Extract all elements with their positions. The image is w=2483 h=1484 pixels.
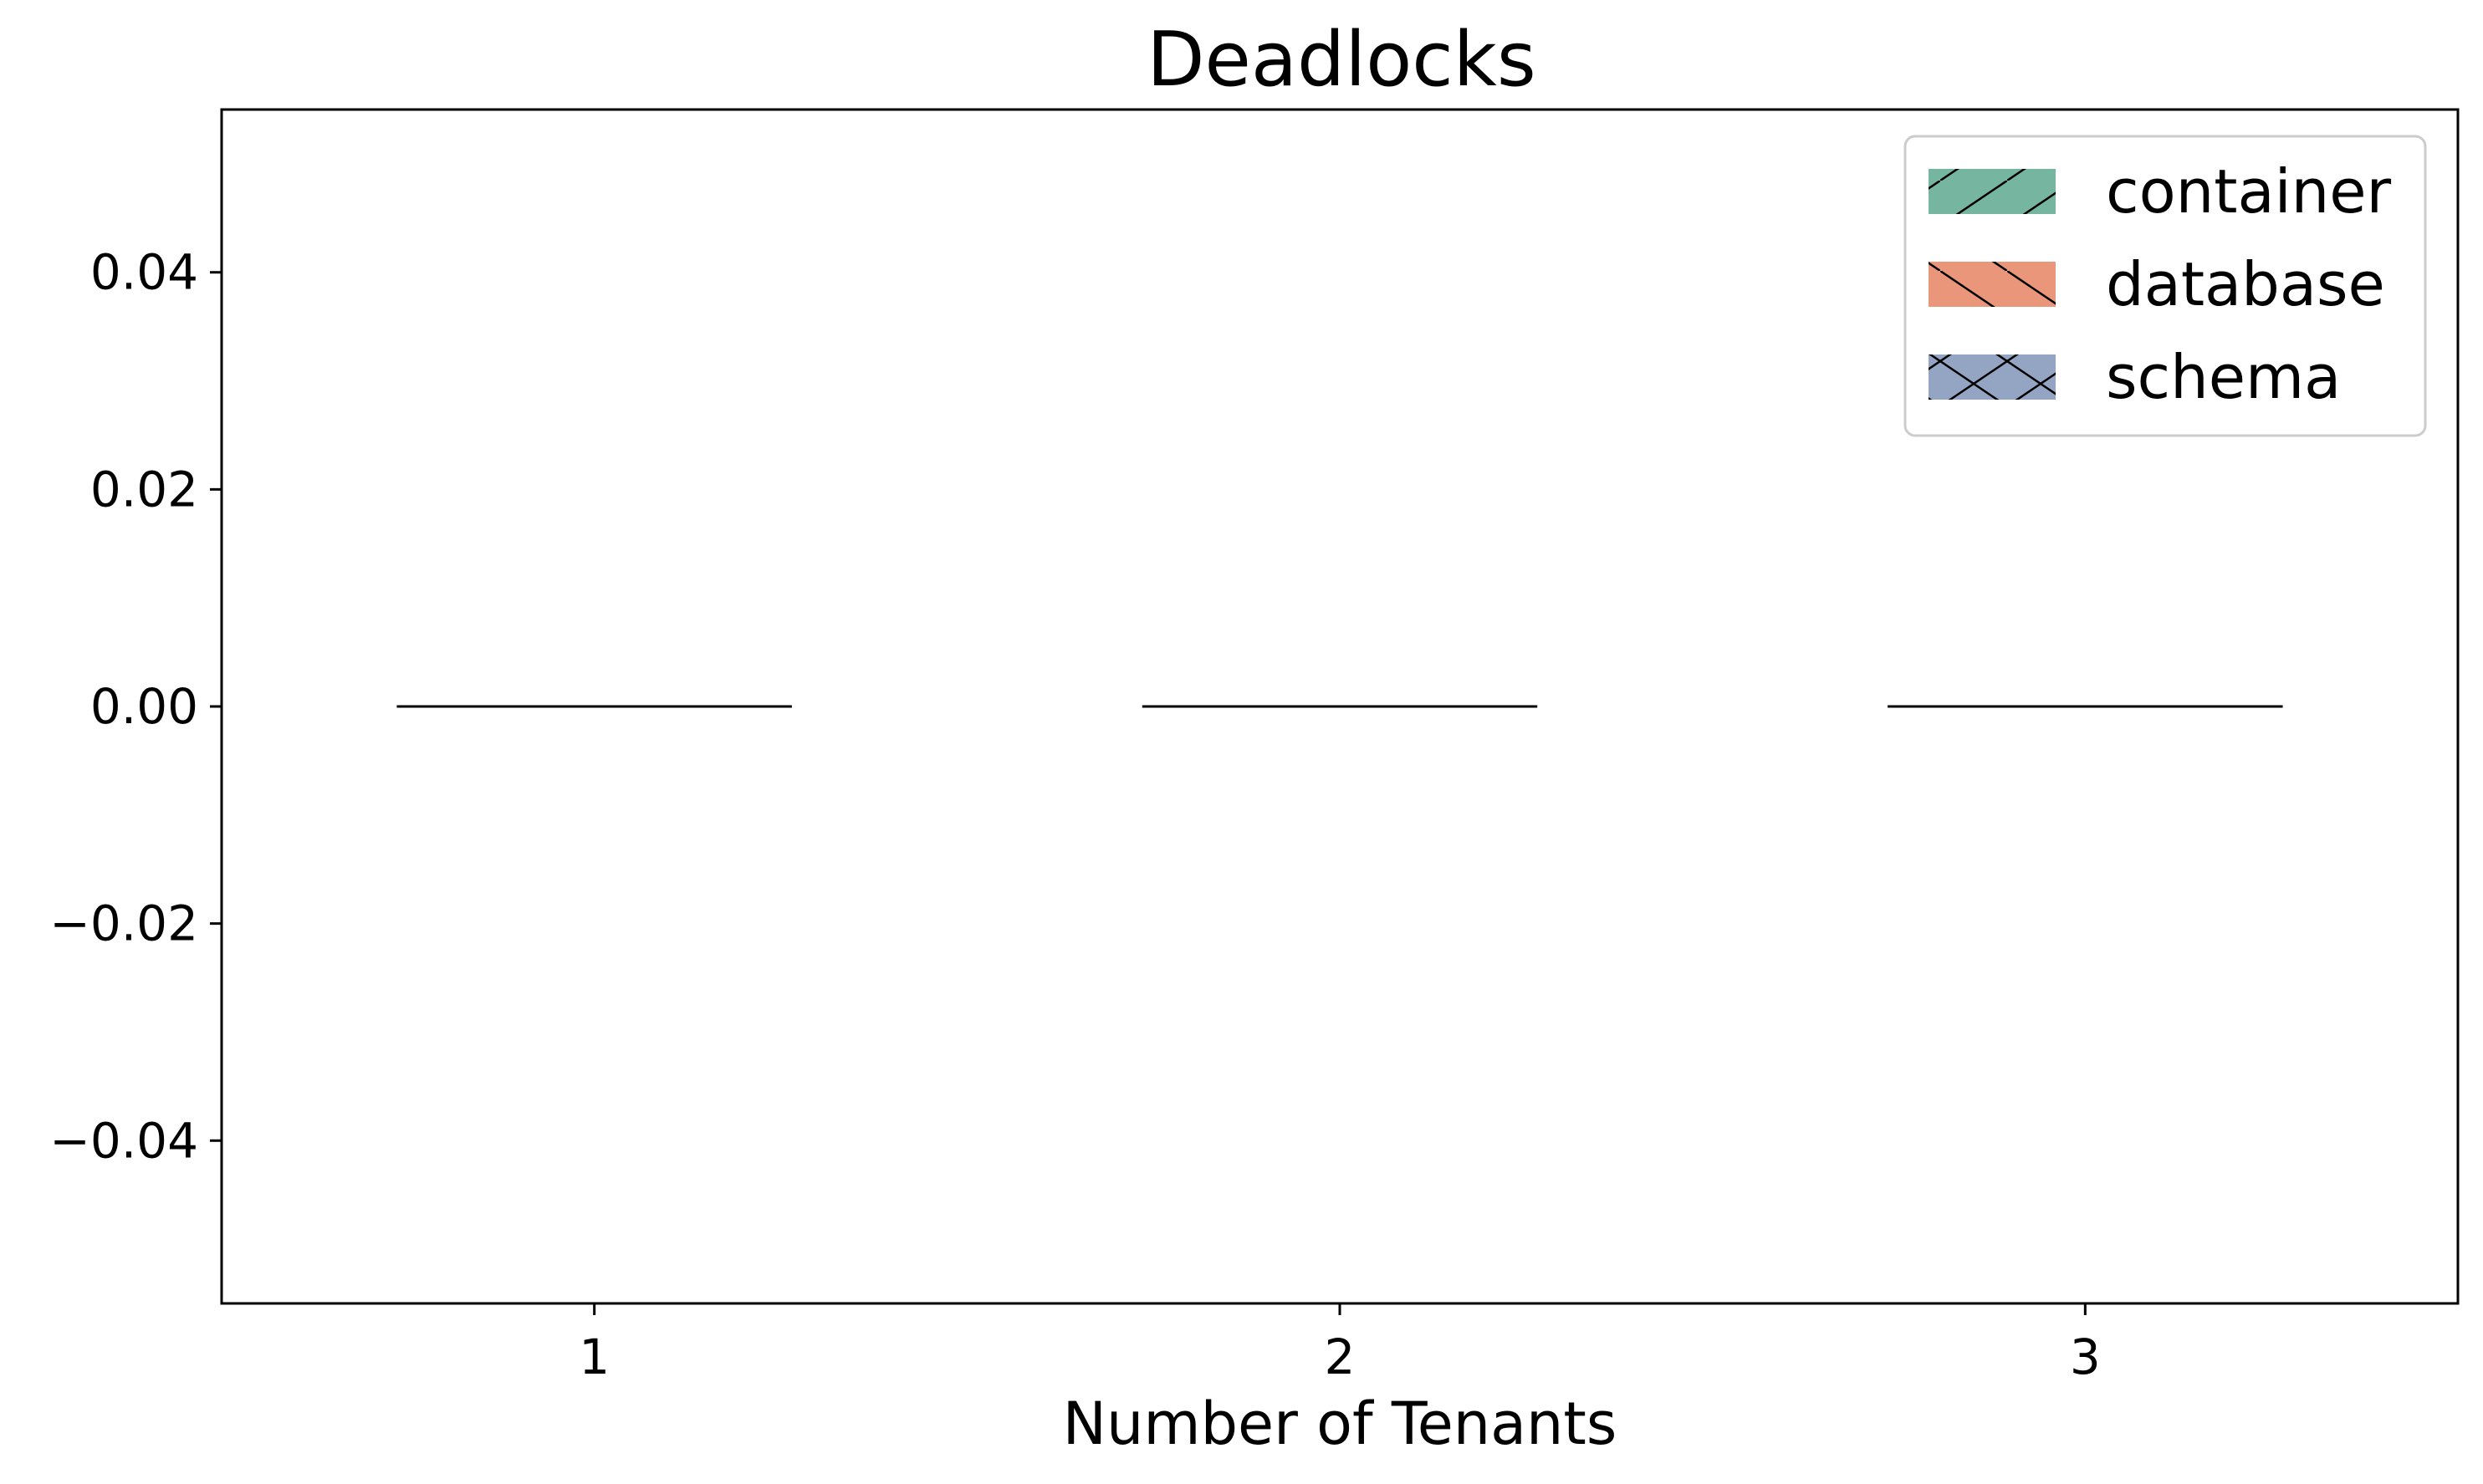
x-tick-label: 2: [1325, 1328, 1356, 1385]
y-tick-label: −0.04: [49, 1112, 198, 1169]
y-tick-label: −0.02: [49, 895, 198, 952]
legend-entry-schema: schema: [1929, 342, 2341, 412]
x-tick-label: 3: [2070, 1328, 2101, 1385]
y-axis: −0.04 −0.02 0.00 0.02 0.04: [49, 244, 222, 1169]
y-tick-label: 0.04: [90, 244, 198, 301]
chart-title: Deadlocks: [1147, 16, 1536, 104]
legend-entry-container: container: [1929, 156, 2392, 227]
y-tick-label: 0.00: [90, 678, 198, 735]
legend-label: schema: [2106, 342, 2341, 412]
x-axis: 1 2 3: [579, 1303, 2101, 1385]
legend-label: container: [2106, 156, 2392, 227]
y-tick-label: 0.02: [90, 461, 198, 518]
legend-label: database: [2106, 249, 2385, 319]
legend-entry-database: database: [1929, 249, 2385, 319]
x-axis-label: Number of Tenants: [1063, 1390, 1617, 1458]
legend: container database schema: [1903, 135, 2427, 437]
x-tick-label: 1: [579, 1328, 610, 1385]
